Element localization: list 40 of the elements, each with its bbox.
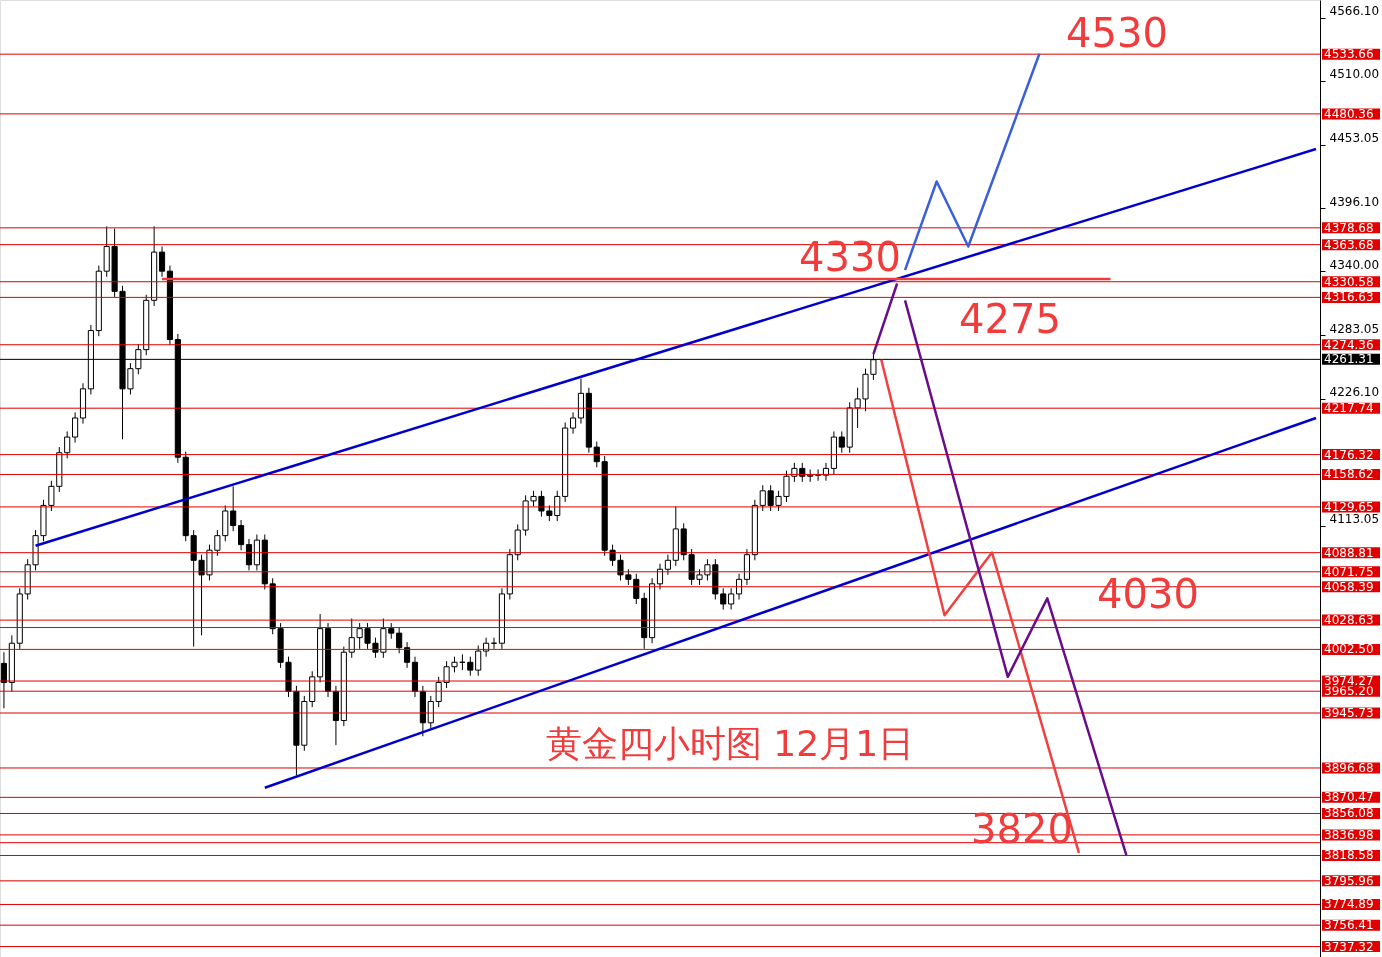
y-tick-label: 4113.05 [1329,512,1380,527]
ref-line-label: 4480.36 [1324,106,1374,121]
ref-line-label: 3856.08 [1324,806,1374,821]
y-tick-label: 4510.00 [1329,67,1380,82]
ref-line-label: 3945.73 [1324,706,1374,721]
ref-line-label: 4176.32 [1324,447,1374,462]
ref-line-label: 4533.66 [1324,47,1374,62]
ref-line-label: 3737.32 [1324,939,1374,954]
y-tick-label: 4226.10 [1329,385,1380,400]
ref-line-label: 3818.58 [1324,848,1374,863]
ref-line-label: 4129.65 [1324,499,1374,514]
annotation: 4330 [799,234,901,281]
ref-line-label: 3896.68 [1324,760,1374,775]
ref-line-label: 3795.96 [1324,873,1374,888]
ref-line-label: 3870.47 [1324,790,1374,805]
ref-line-label: 4274.36 [1324,337,1374,352]
ref-line-label: 3774.89 [1324,897,1374,912]
text: 黄金四小时图 12月1日 [545,723,915,764]
annotation: 4275 [959,296,1061,343]
y-tick-label: 4396.10 [1329,194,1380,209]
ref-line-label: 3836.98 [1324,827,1374,842]
ref-line-label: 4158.62 [1324,467,1374,482]
ref-line-label: 4261.31 [1324,352,1374,367]
ref-line-label: 4071.75 [1324,564,1374,579]
ref-line-label: 4316.63 [1324,290,1374,305]
annotation: 4530 [1066,10,1168,57]
ref-line-label: 4058.39 [1324,579,1374,594]
ref-line-label: 4363.68 [1324,237,1374,252]
y-tick-label: 4453.05 [1329,131,1380,145]
ref-line-label: 4088.81 [1324,545,1374,560]
ref-line-label: 3756.41 [1324,918,1374,933]
ref-line-label: 4217.74 [1324,401,1374,416]
ref-line-label: 4378.68 [1324,220,1374,235]
y-tick-label: 4340.00 [1329,257,1380,272]
ref-line-label: 4028.63 [1324,613,1374,628]
y-tick-label: 4566.10 [1329,4,1380,19]
ref-line-label: 4002.50 [1324,642,1374,657]
ref-line-label: 3965.20 [1324,684,1374,699]
ref-line-label: 4330.58 [1324,274,1374,289]
y-tick-label: 4283.05 [1329,321,1380,336]
